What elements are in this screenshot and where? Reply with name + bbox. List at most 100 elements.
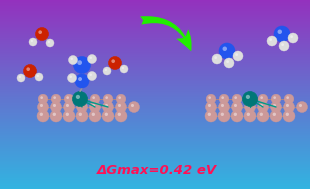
Circle shape bbox=[87, 54, 96, 64]
Circle shape bbox=[214, 56, 217, 59]
Circle shape bbox=[26, 67, 30, 71]
Circle shape bbox=[105, 104, 108, 107]
Circle shape bbox=[260, 96, 263, 99]
Circle shape bbox=[48, 41, 50, 43]
Circle shape bbox=[286, 113, 289, 116]
Circle shape bbox=[246, 95, 250, 99]
Circle shape bbox=[290, 35, 293, 38]
Circle shape bbox=[242, 91, 258, 106]
Circle shape bbox=[116, 94, 126, 104]
Circle shape bbox=[257, 110, 269, 122]
Circle shape bbox=[75, 74, 89, 88]
Circle shape bbox=[234, 96, 237, 99]
Circle shape bbox=[267, 36, 277, 46]
Circle shape bbox=[208, 113, 211, 116]
Circle shape bbox=[221, 96, 224, 99]
Circle shape bbox=[247, 113, 250, 116]
Circle shape bbox=[245, 101, 255, 112]
Circle shape bbox=[235, 53, 238, 56]
Circle shape bbox=[77, 60, 82, 65]
Circle shape bbox=[219, 101, 229, 112]
Circle shape bbox=[87, 71, 96, 81]
Circle shape bbox=[131, 104, 134, 107]
Circle shape bbox=[50, 110, 62, 122]
Circle shape bbox=[129, 101, 140, 112]
Circle shape bbox=[51, 101, 61, 112]
Circle shape bbox=[233, 51, 243, 61]
Circle shape bbox=[77, 94, 87, 104]
Circle shape bbox=[102, 110, 114, 122]
Circle shape bbox=[73, 91, 87, 106]
Circle shape bbox=[206, 94, 216, 104]
Circle shape bbox=[105, 113, 108, 116]
Circle shape bbox=[70, 57, 73, 60]
Circle shape bbox=[269, 38, 272, 41]
Circle shape bbox=[117, 113, 121, 116]
Circle shape bbox=[37, 110, 49, 122]
Circle shape bbox=[29, 38, 37, 46]
Circle shape bbox=[122, 67, 124, 69]
Circle shape bbox=[40, 113, 43, 116]
Circle shape bbox=[90, 57, 92, 59]
Circle shape bbox=[224, 58, 234, 68]
Circle shape bbox=[38, 30, 42, 34]
Circle shape bbox=[221, 104, 224, 107]
Circle shape bbox=[64, 94, 74, 104]
Circle shape bbox=[281, 43, 284, 46]
Circle shape bbox=[89, 110, 101, 122]
Circle shape bbox=[208, 104, 211, 107]
Circle shape bbox=[66, 113, 69, 116]
Circle shape bbox=[271, 94, 281, 104]
Circle shape bbox=[279, 41, 289, 51]
Circle shape bbox=[53, 96, 56, 99]
Circle shape bbox=[288, 33, 298, 43]
Circle shape bbox=[273, 104, 276, 107]
Circle shape bbox=[205, 110, 217, 122]
Circle shape bbox=[284, 101, 294, 112]
Circle shape bbox=[77, 101, 87, 112]
Circle shape bbox=[270, 110, 282, 122]
Circle shape bbox=[92, 96, 95, 99]
Circle shape bbox=[90, 74, 92, 76]
Circle shape bbox=[234, 113, 237, 116]
Circle shape bbox=[36, 28, 48, 40]
Circle shape bbox=[299, 104, 302, 107]
Circle shape bbox=[283, 110, 295, 122]
Circle shape bbox=[66, 104, 69, 107]
Circle shape bbox=[115, 110, 127, 122]
Circle shape bbox=[271, 101, 281, 112]
Circle shape bbox=[37, 75, 39, 77]
Circle shape bbox=[223, 46, 227, 51]
Circle shape bbox=[79, 104, 82, 107]
Circle shape bbox=[69, 75, 72, 78]
Circle shape bbox=[46, 39, 54, 47]
Circle shape bbox=[260, 104, 263, 107]
Circle shape bbox=[231, 110, 243, 122]
Circle shape bbox=[218, 110, 230, 122]
Circle shape bbox=[66, 96, 69, 99]
Circle shape bbox=[232, 101, 242, 112]
Circle shape bbox=[206, 101, 216, 112]
Circle shape bbox=[105, 69, 107, 71]
Circle shape bbox=[79, 113, 82, 116]
Circle shape bbox=[103, 101, 113, 112]
Circle shape bbox=[38, 94, 48, 104]
Circle shape bbox=[63, 110, 75, 122]
Circle shape bbox=[118, 104, 121, 107]
Circle shape bbox=[286, 96, 289, 99]
Circle shape bbox=[64, 101, 74, 112]
Circle shape bbox=[24, 64, 37, 77]
Circle shape bbox=[79, 96, 82, 99]
Circle shape bbox=[247, 96, 250, 99]
Circle shape bbox=[19, 76, 21, 78]
Circle shape bbox=[258, 101, 268, 112]
Circle shape bbox=[286, 104, 289, 107]
Circle shape bbox=[38, 101, 48, 112]
Circle shape bbox=[116, 101, 126, 112]
Circle shape bbox=[219, 43, 235, 59]
Circle shape bbox=[92, 104, 95, 107]
Circle shape bbox=[274, 26, 290, 42]
Circle shape bbox=[244, 110, 256, 122]
Circle shape bbox=[76, 95, 80, 99]
Circle shape bbox=[31, 40, 33, 42]
